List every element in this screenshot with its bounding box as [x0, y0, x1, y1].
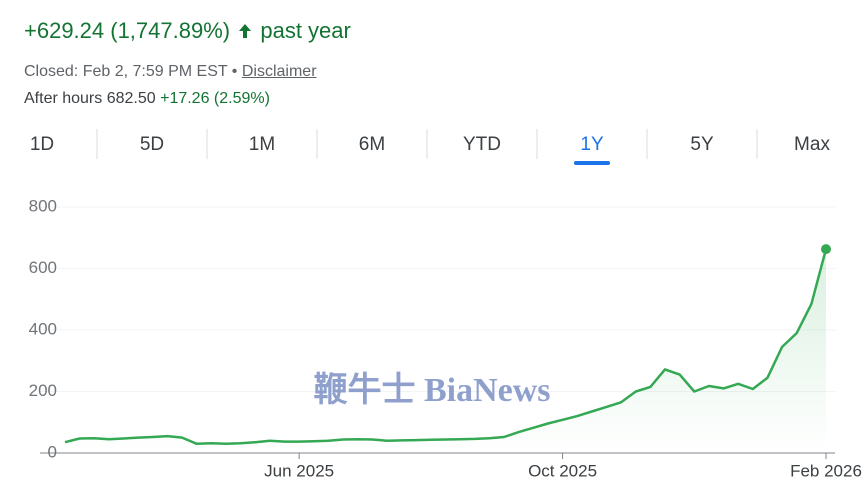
selected-tab-indicator — [574, 161, 610, 165]
y-tick-label: 0 — [48, 442, 57, 461]
range-tab[interactable]: Max — [794, 134, 830, 155]
price-change: +629.24 (1,747.89%) — [24, 18, 231, 43]
last-point — [821, 244, 831, 255]
x-tick-label: Feb 2026 — [790, 461, 862, 480]
y-tick-label: 800 — [29, 196, 57, 215]
closed-time: Closed: Feb 2, 7:59 PM EST — [24, 63, 228, 80]
y-tick-label: 400 — [29, 319, 57, 338]
closed-row: Closed: Feb 2, 7:59 PM EST • Disclaimer — [24, 63, 317, 80]
price-change-row: +629.24 (1,747.89%) past year — [24, 18, 351, 44]
area-fill — [65, 249, 826, 453]
up-arrow-icon — [239, 24, 252, 38]
range-tab[interactable]: 5Y — [690, 134, 714, 155]
range-tab[interactable]: YTD — [463, 134, 501, 155]
range-tab[interactable]: 1D — [30, 134, 54, 155]
y-tick-label: 200 — [29, 381, 57, 400]
after-hours-row: After hours 682.50 +17.26 (2.59%) — [24, 90, 270, 108]
y-tick-label: 600 — [29, 258, 57, 277]
x-tick-label: Oct 2025 — [528, 461, 597, 480]
price-line — [64, 248, 828, 446]
x-tick-label: Jun 2025 — [264, 461, 334, 480]
disclaimer-link[interactable]: Disclaimer — [241, 63, 317, 80]
watermark: 鞭牛士 BiaNews — [313, 371, 550, 409]
after-hours-label: After hours 682.50 — [24, 90, 156, 107]
period: past year — [260, 18, 351, 43]
range-tab[interactable]: 1M — [249, 134, 275, 155]
range-tab[interactable]: 6M — [359, 134, 385, 155]
range-tab[interactable]: 1Y — [580, 134, 604, 155]
range-tab[interactable]: 5D — [140, 134, 164, 155]
after-hours-change: +17.26 (2.59%) — [160, 90, 270, 107]
